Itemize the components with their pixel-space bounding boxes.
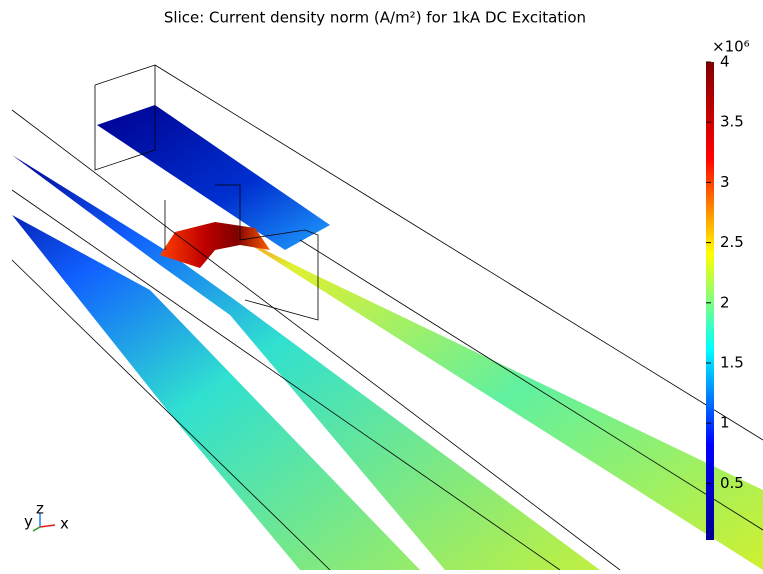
multiplier: ×10⁶ — [712, 38, 750, 56]
axes-triad: y z x — [24, 500, 69, 533]
triad-label: x — [60, 515, 69, 533]
colorbar-tick-label: 3 — [720, 173, 730, 191]
triad-y — [33, 527, 40, 531]
triad-label: y — [24, 513, 33, 531]
colorbar-tick-label: 2 — [720, 293, 730, 311]
chart: Slice: Current density norm (A/m²) for 1… — [0, 0, 763, 570]
colorbar-tick-label: 0.5 — [720, 474, 744, 492]
colorbar-tick-label: 2.5 — [720, 233, 744, 251]
colorbar-tick-label: 1.5 — [720, 354, 744, 372]
colorbar-tick-label: 1 — [720, 414, 730, 432]
chart-title: Slice: Current density norm (A/m²) for 1… — [164, 9, 586, 27]
colorbar-tick-label: 3.5 — [720, 113, 744, 131]
colorbar — [706, 62, 714, 540]
colorbar-tick-label: 4 — [720, 53, 730, 71]
triad-x — [40, 525, 55, 527]
outline — [155, 65, 763, 440]
scene — [12, 65, 763, 570]
triad-label: z — [36, 500, 44, 518]
outline — [300, 240, 763, 530]
